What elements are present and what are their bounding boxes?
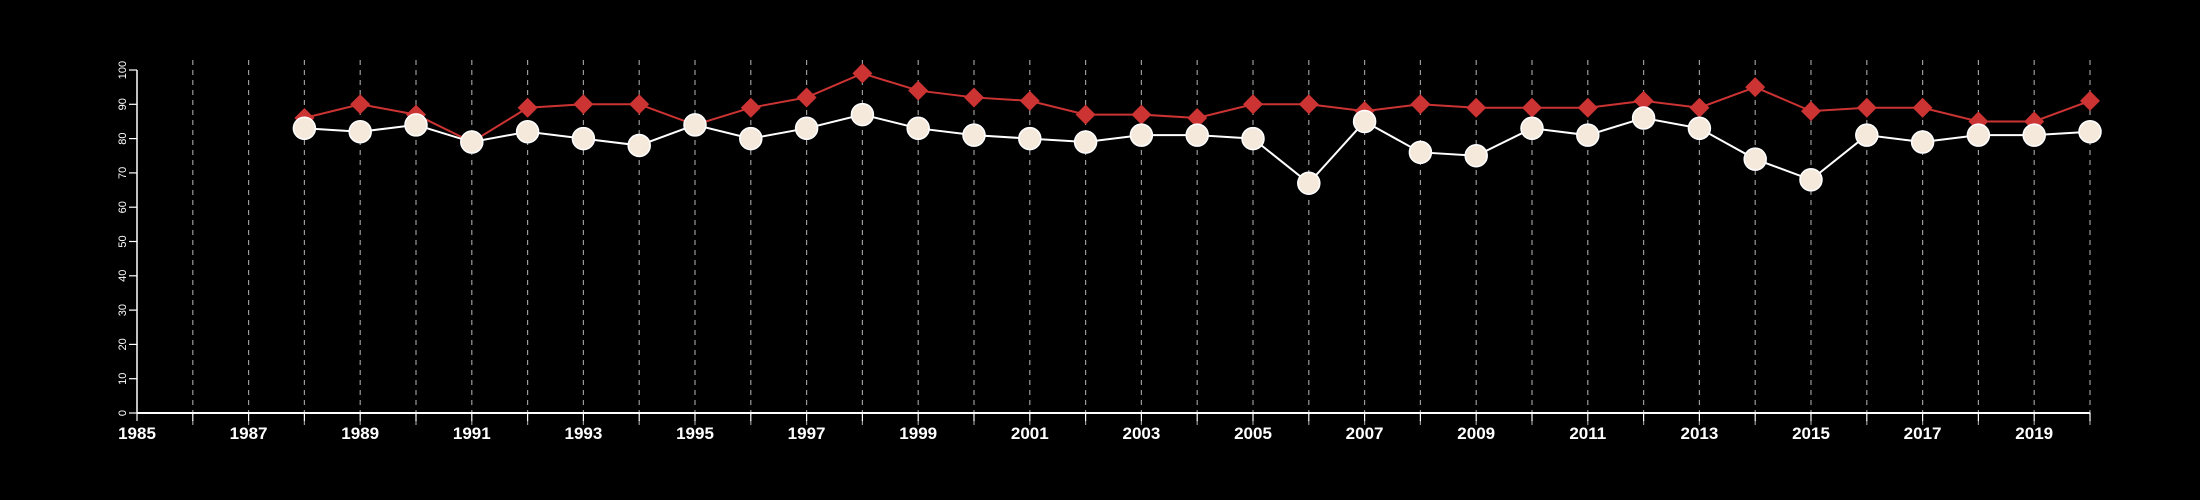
series-2-point — [1073, 130, 1098, 154]
series-2-point — [1185, 123, 1209, 147]
y-tick-label: 80 — [117, 132, 129, 144]
series-1-point — [1801, 101, 1821, 122]
series-1-point — [350, 94, 371, 115]
series-1-point — [1689, 97, 1710, 118]
x-tick-label: 2007 — [1346, 424, 1384, 443]
y-tick-label: 20 — [117, 338, 129, 350]
series-2-point — [2022, 123, 2046, 147]
series-1-point — [964, 87, 984, 108]
series-2-point — [739, 126, 763, 151]
x-tick-label: 2005 — [1234, 424, 1272, 443]
series-2-point — [794, 116, 819, 141]
y-tick-label: 60 — [117, 201, 129, 213]
series-1-point — [852, 63, 873, 84]
series-2-point — [1910, 130, 1935, 154]
y-tick-label: 10 — [117, 373, 129, 385]
x-tick-label: 1991 — [453, 424, 491, 443]
series-1-point — [1131, 104, 1152, 125]
x-tick-label: 2019 — [2015, 424, 2053, 443]
series-1-point — [1745, 77, 1766, 98]
series-2-point — [850, 102, 875, 127]
y-tick-label: 50 — [117, 235, 129, 247]
series-2-point — [1631, 106, 1656, 130]
series-1-point — [1298, 94, 1319, 115]
series-2-point — [1687, 116, 1712, 141]
data-series — [292, 63, 2102, 195]
series-1-point — [1856, 97, 1877, 118]
series-1-point — [517, 97, 538, 118]
series-1-point — [1410, 94, 1431, 115]
x-tick-label: 2017 — [1904, 424, 1942, 443]
series-2-point — [515, 119, 540, 144]
y-tick-label: 30 — [117, 304, 129, 316]
series-2-point — [962, 123, 986, 147]
series-1-point — [796, 87, 817, 108]
series-1-point — [740, 97, 761, 118]
x-tick-label: 2001 — [1011, 424, 1049, 443]
x-tick-label: 1997 — [788, 424, 826, 443]
y-tick-label: 0 — [117, 410, 129, 416]
series-2-point — [1520, 116, 1544, 141]
series-1-point — [1522, 97, 1542, 118]
series-1-point — [629, 94, 650, 115]
series-2-point — [1129, 123, 1154, 147]
series-1-point — [573, 94, 594, 115]
series-2-point — [404, 113, 428, 137]
series-1-point — [908, 80, 929, 101]
series-2-point — [1966, 123, 1991, 147]
x-tick-label: 1989 — [341, 424, 379, 443]
series-1-point — [1912, 97, 1933, 118]
series-2-point — [1743, 147, 1767, 171]
series-1-point — [1243, 94, 1263, 115]
series-2-point — [1408, 140, 1433, 165]
x-tick-label: 2003 — [1122, 424, 1160, 443]
series-2-point — [1241, 126, 1265, 151]
x-tick-label: 2015 — [1792, 424, 1830, 443]
series-1-point — [1633, 90, 1654, 111]
y-tick-label: 40 — [117, 270, 129, 282]
series-2-point — [1855, 123, 1879, 147]
series-2-point — [2078, 119, 2102, 144]
series-2-point — [627, 133, 651, 158]
y-tick-label: 100 — [117, 61, 129, 79]
x-tick-label: 2013 — [1680, 424, 1718, 443]
series-2-point — [292, 116, 317, 141]
series-1-point — [2080, 90, 2100, 111]
series-2-point — [1464, 144, 1488, 168]
series-1-point — [1466, 97, 1487, 118]
x-tick-label: 1999 — [899, 424, 937, 443]
series-1-point — [1019, 90, 1040, 111]
axes: 0 10 20 30 40 50 60 70 80 90 100 1985 1987 1989 1991 19… — [117, 61, 2091, 443]
x-tick-label: 2009 — [1457, 424, 1495, 443]
x-tick-label: 1993 — [564, 424, 602, 443]
series-2-point — [1799, 168, 1823, 192]
series-2-point — [683, 113, 707, 137]
series-2-point — [906, 116, 930, 141]
series-2-point — [571, 126, 596, 151]
series-2-point — [1297, 171, 1321, 195]
series-1-point — [1187, 108, 1208, 129]
x-tick-label: 2011 — [1569, 424, 1606, 443]
series-2-point — [1352, 109, 1377, 134]
x-tick-label: 1985 — [118, 424, 156, 443]
series-2-point — [348, 119, 372, 144]
series-2-point — [1018, 126, 1042, 151]
x-tick-label: 1995 — [676, 424, 714, 443]
series-2-point — [1576, 123, 1600, 147]
series-2-point — [460, 130, 484, 154]
series-1-point — [1075, 104, 1096, 125]
y-tick-label: 70 — [117, 167, 129, 179]
x-tick-label: 1987 — [230, 424, 268, 443]
y-tick-label: 90 — [117, 98, 129, 110]
series-1-point — [1577, 97, 1598, 118]
